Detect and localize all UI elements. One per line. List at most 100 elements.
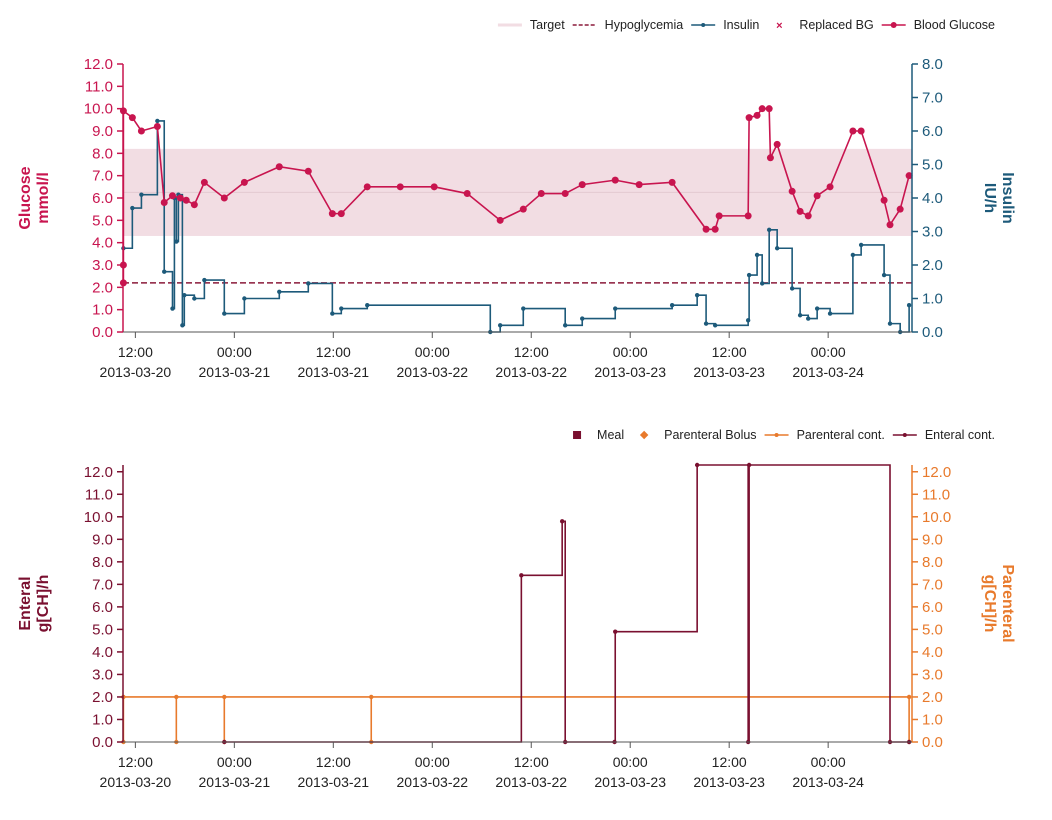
x-tick-label-line: 2013-03-20 — [100, 774, 172, 790]
data-point — [759, 281, 765, 286]
y-tick-label: 11.0 — [85, 78, 113, 95]
data-point — [813, 192, 821, 200]
data-point — [694, 292, 700, 298]
x-tick-label-line: 2013-03-21 — [199, 774, 271, 790]
data-point — [611, 176, 619, 184]
legend-swatch — [639, 430, 649, 440]
y-tick-label: 2.0 — [92, 689, 113, 706]
y-axis-title: mmol/l — [35, 172, 52, 224]
legend-label: Hypoglycemia — [605, 18, 684, 32]
pulse-point — [174, 694, 179, 700]
legend-label: Enteral cont. — [925, 428, 995, 442]
x-tick-label-line: 12:00 — [514, 754, 549, 770]
x-tick-label-line: 12:00 — [712, 344, 747, 360]
y-tick-label: 6.0 — [92, 599, 113, 616]
data-point — [826, 183, 834, 191]
x-tick-label: 00:00 2013-03-21 — [199, 754, 271, 790]
data-point — [561, 190, 569, 198]
legend-swatch-dot — [774, 433, 779, 437]
y2-tick-label: 5.0 — [922, 157, 943, 174]
y2-tick-label: 0.0 — [922, 324, 943, 341]
data-point — [220, 194, 228, 202]
data-point — [168, 192, 176, 200]
legend-label: Parenteral cont. — [797, 428, 885, 442]
x-tick-label-line: 2013-03-22 — [396, 364, 468, 380]
x-tick-label-line: 00:00 — [811, 344, 846, 360]
data-point — [702, 225, 710, 233]
y2-tick-label: 2.0 — [922, 689, 943, 706]
y2-axis-title: IU/h — [981, 183, 998, 213]
data-point — [766, 227, 772, 233]
data-point — [806, 316, 811, 321]
data-point — [789, 286, 795, 291]
data-point — [160, 198, 168, 206]
y-tick-label: 8.0 — [92, 554, 113, 571]
data-point — [745, 114, 753, 122]
x-tick-label: 00:00 2013-03-22 — [396, 344, 468, 380]
data-point — [537, 190, 545, 198]
data-point — [519, 573, 524, 578]
y2-tick-label: 5.0 — [922, 621, 943, 638]
x-tick-label-line: 00:00 — [613, 754, 648, 770]
data-point — [222, 311, 227, 316]
legend-swatch-dot — [902, 433, 907, 437]
y-tick-label: 9.0 — [92, 123, 113, 140]
y-tick-label: 11.0 — [85, 486, 113, 503]
data-point — [703, 321, 709, 326]
data-point — [635, 181, 643, 189]
x-tick-label: 12:00 2013-03-21 — [297, 344, 369, 380]
y-tick-label: 6.0 — [92, 190, 113, 207]
data-point — [182, 292, 187, 298]
data-point — [668, 178, 676, 186]
data-point — [880, 196, 888, 204]
data-point — [905, 172, 913, 180]
legend-label: Blood Glucose — [914, 18, 995, 32]
data-point — [578, 181, 586, 189]
x-tick-label-line: 2013-03-23 — [594, 364, 666, 380]
x-tick-label-line: 12:00 — [316, 754, 351, 770]
data-point — [580, 316, 585, 321]
data-point — [277, 289, 282, 294]
x-tick-label: 12:00 2013-03-23 — [693, 344, 765, 380]
data-point — [365, 303, 370, 308]
y2-tick-label: 8.0 — [922, 56, 943, 73]
data-point — [562, 323, 568, 328]
x-tick-label: 12:00 2013-03-22 — [495, 344, 567, 380]
y2-axis-title: Parenteral — [999, 564, 1016, 642]
legend-swatch: × — [776, 20, 782, 32]
data-point — [758, 105, 766, 113]
data-point — [669, 303, 675, 308]
y2-tick-label: 6.0 — [922, 123, 943, 140]
y-axis-title: Glucose — [17, 166, 34, 229]
data-point — [153, 123, 161, 131]
data-point — [190, 201, 198, 209]
data-point — [694, 462, 700, 468]
data-point — [797, 313, 803, 318]
data-point — [130, 205, 135, 211]
step-line — [224, 464, 910, 743]
chart-panel: 0.0 1.0 2.0 3.0 4.0 5.0 6.0 7.0 8.0 9.0 10.0 11.0 12… — [17, 18, 1016, 380]
y2-tick-label: 1.0 — [922, 291, 943, 308]
x-tick-label-line: 2013-03-23 — [693, 774, 765, 790]
x-tick-label-line: 2013-03-22 — [396, 774, 468, 790]
pulse-point — [369, 694, 374, 700]
data-point — [746, 272, 752, 278]
data-point — [613, 629, 618, 634]
y-tick-label: 5.0 — [92, 212, 113, 229]
data-point — [337, 210, 345, 218]
x-tick-label-line: 00:00 — [415, 754, 450, 770]
x-tick-label: 12:00 2013-03-20 — [100, 754, 172, 790]
y-tick-label: 12.0 — [84, 56, 113, 73]
x-tick-label: 00:00 2013-03-24 — [792, 754, 864, 790]
data-point — [886, 221, 894, 229]
data-point — [155, 118, 160, 124]
data-point — [240, 178, 248, 186]
data-point — [814, 306, 820, 311]
data-point — [804, 212, 812, 220]
data-point — [306, 281, 311, 286]
data-point — [170, 306, 175, 311]
x-tick-label: 12:00 2013-03-23 — [693, 754, 765, 790]
data-point — [304, 167, 312, 175]
data-point — [711, 225, 719, 233]
